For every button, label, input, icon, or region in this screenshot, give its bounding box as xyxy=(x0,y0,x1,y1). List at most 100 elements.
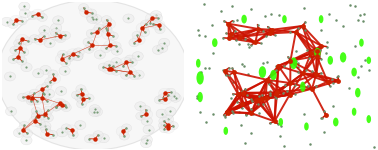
Ellipse shape xyxy=(77,100,87,108)
Ellipse shape xyxy=(21,63,32,72)
Ellipse shape xyxy=(355,88,361,97)
Ellipse shape xyxy=(152,20,165,30)
Ellipse shape xyxy=(127,58,137,66)
Ellipse shape xyxy=(44,39,55,48)
Ellipse shape xyxy=(19,48,29,56)
Ellipse shape xyxy=(161,120,174,130)
Ellipse shape xyxy=(98,63,108,71)
Ellipse shape xyxy=(111,58,122,67)
Ellipse shape xyxy=(102,64,115,74)
Ellipse shape xyxy=(154,96,164,104)
Ellipse shape xyxy=(84,45,94,53)
Ellipse shape xyxy=(145,13,158,23)
Ellipse shape xyxy=(91,14,102,23)
Ellipse shape xyxy=(75,121,86,130)
Ellipse shape xyxy=(56,128,68,137)
Ellipse shape xyxy=(53,16,64,25)
Ellipse shape xyxy=(94,50,105,59)
Ellipse shape xyxy=(76,85,86,93)
Ellipse shape xyxy=(40,65,51,75)
Ellipse shape xyxy=(37,13,47,21)
Ellipse shape xyxy=(104,61,114,69)
Ellipse shape xyxy=(118,62,128,70)
Ellipse shape xyxy=(121,124,132,132)
Ellipse shape xyxy=(5,107,17,116)
Ellipse shape xyxy=(57,50,68,58)
Ellipse shape xyxy=(136,112,146,120)
Ellipse shape xyxy=(43,106,53,114)
Ellipse shape xyxy=(48,74,61,84)
Ellipse shape xyxy=(141,106,151,114)
Ellipse shape xyxy=(352,68,357,76)
Ellipse shape xyxy=(17,57,27,65)
Ellipse shape xyxy=(86,40,99,50)
Ellipse shape xyxy=(319,15,324,23)
Ellipse shape xyxy=(53,31,66,41)
Ellipse shape xyxy=(101,16,112,24)
Ellipse shape xyxy=(270,70,277,80)
Ellipse shape xyxy=(141,135,152,144)
Ellipse shape xyxy=(163,115,174,124)
Ellipse shape xyxy=(39,32,49,40)
Ellipse shape xyxy=(27,12,37,20)
Ellipse shape xyxy=(124,67,136,78)
Ellipse shape xyxy=(148,20,158,28)
Ellipse shape xyxy=(31,9,44,19)
Ellipse shape xyxy=(159,38,170,47)
Ellipse shape xyxy=(282,15,287,23)
Ellipse shape xyxy=(140,109,153,119)
Ellipse shape xyxy=(55,34,66,43)
Ellipse shape xyxy=(72,52,83,61)
Ellipse shape xyxy=(108,62,119,70)
Ellipse shape xyxy=(8,20,18,28)
Ellipse shape xyxy=(55,99,68,110)
Ellipse shape xyxy=(93,131,103,139)
Ellipse shape xyxy=(51,103,62,111)
Ellipse shape xyxy=(33,69,44,78)
Ellipse shape xyxy=(29,116,42,127)
Ellipse shape xyxy=(132,31,142,39)
Ellipse shape xyxy=(141,20,151,28)
Ellipse shape xyxy=(123,14,134,23)
Ellipse shape xyxy=(333,118,339,126)
Ellipse shape xyxy=(17,93,28,101)
Ellipse shape xyxy=(141,139,152,148)
Ellipse shape xyxy=(168,92,180,101)
Ellipse shape xyxy=(290,57,297,69)
Ellipse shape xyxy=(10,15,23,26)
Ellipse shape xyxy=(65,125,78,135)
Ellipse shape xyxy=(77,94,90,105)
Ellipse shape xyxy=(29,89,40,97)
Ellipse shape xyxy=(60,31,71,40)
Ellipse shape xyxy=(105,64,117,75)
Ellipse shape xyxy=(352,108,356,116)
Ellipse shape xyxy=(0,0,189,150)
Ellipse shape xyxy=(129,38,139,47)
Ellipse shape xyxy=(304,122,309,130)
Ellipse shape xyxy=(340,52,346,63)
Ellipse shape xyxy=(50,31,61,40)
Ellipse shape xyxy=(13,128,25,137)
Ellipse shape xyxy=(48,130,58,139)
Ellipse shape xyxy=(101,24,112,32)
Ellipse shape xyxy=(50,28,60,37)
Ellipse shape xyxy=(89,134,102,144)
Ellipse shape xyxy=(197,71,204,85)
Ellipse shape xyxy=(53,98,66,108)
Ellipse shape xyxy=(133,70,144,79)
Ellipse shape xyxy=(359,39,364,47)
Ellipse shape xyxy=(91,27,103,38)
Ellipse shape xyxy=(155,25,165,34)
Ellipse shape xyxy=(170,93,181,102)
Ellipse shape xyxy=(51,23,62,32)
Ellipse shape xyxy=(36,84,49,94)
Ellipse shape xyxy=(132,52,143,61)
Ellipse shape xyxy=(39,109,51,119)
Ellipse shape xyxy=(40,122,51,131)
Ellipse shape xyxy=(143,125,154,134)
Ellipse shape xyxy=(152,14,163,22)
Ellipse shape xyxy=(83,38,93,46)
Ellipse shape xyxy=(39,90,49,98)
Ellipse shape xyxy=(139,28,150,37)
Ellipse shape xyxy=(111,46,122,55)
